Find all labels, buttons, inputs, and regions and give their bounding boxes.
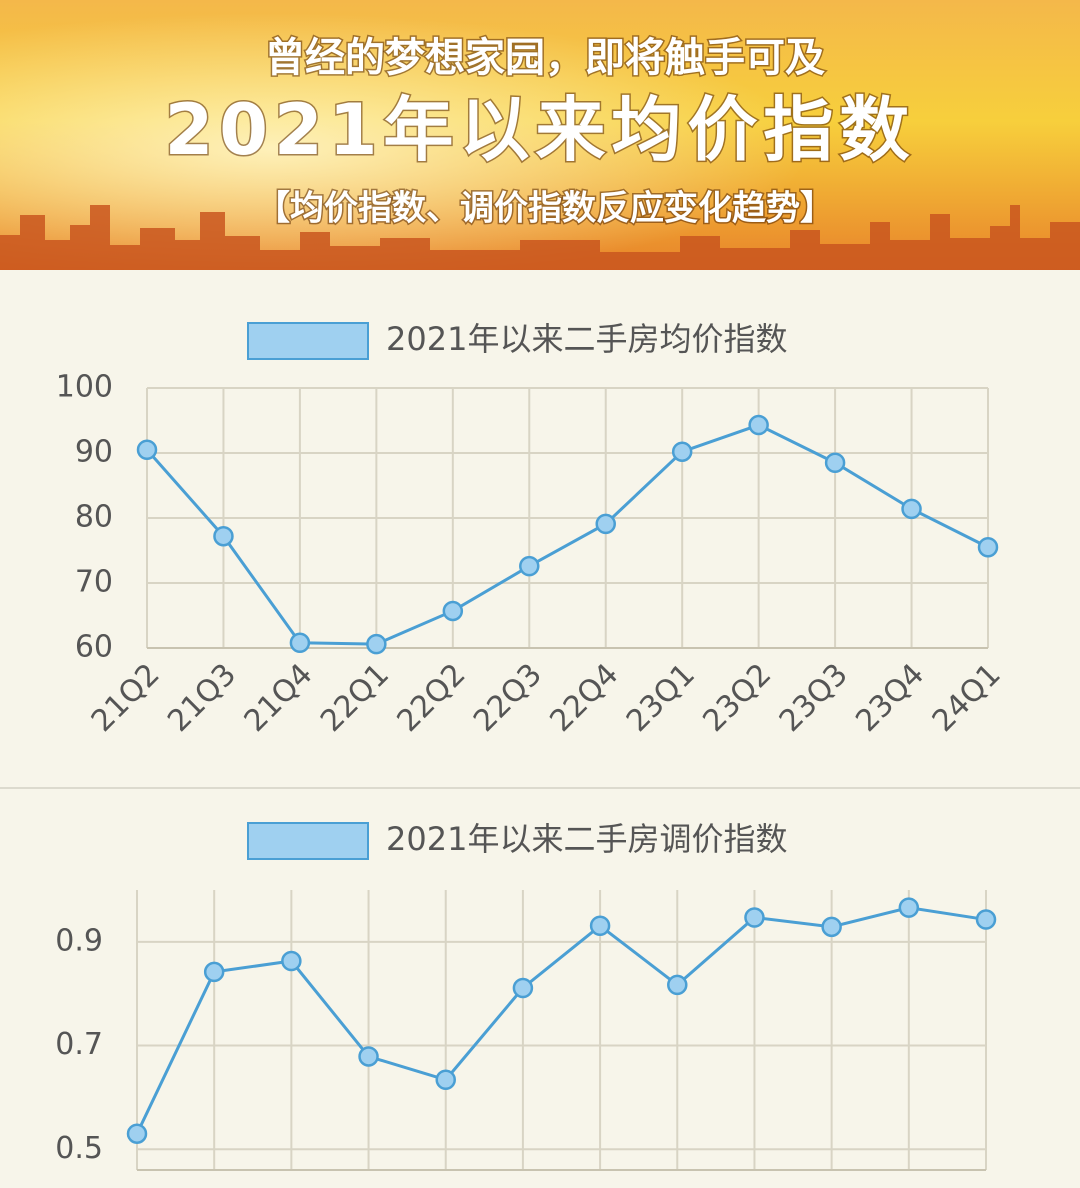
data-point (512, 977, 534, 999)
legend-label: 2021年以来二手房均价指数 (386, 320, 787, 358)
data-point (435, 1069, 456, 1091)
data-point (126, 1123, 148, 1144)
x-tick-label: 21Q2 (85, 657, 167, 739)
legend-swatch (247, 822, 369, 860)
header-title: 2021年以来均价指数 (165, 89, 916, 171)
x-tick-label: 23Q3 (773, 657, 855, 739)
x-tick-label: 22Q1 (314, 657, 396, 739)
data-point (671, 441, 693, 462)
series-line (135, 906, 987, 1135)
y-tick-label: 70 (75, 565, 113, 600)
data-point (821, 916, 842, 938)
data-point (203, 961, 225, 983)
x-tick-label: 22Q3 (467, 657, 549, 739)
skyline (0, 205, 1080, 270)
y-tick-label: 0.9 (55, 923, 103, 958)
x-tick-label: 24Q1 (926, 657, 1008, 739)
x-tick-label: 21Q3 (161, 657, 243, 739)
data-point (744, 907, 765, 928)
data-point (136, 439, 158, 460)
data-point (667, 974, 688, 996)
legend-swatch (247, 322, 369, 360)
data-point (901, 498, 922, 520)
data-point (519, 555, 540, 577)
header-subtitle: 【均价指数、调价指数反应变化趋势】 (256, 189, 834, 229)
y-tick-label: 90 (75, 435, 113, 470)
data-point (977, 537, 999, 558)
data-point (595, 513, 616, 535)
x-tick-label: 22Q2 (391, 657, 473, 739)
x-tick-label: 23Q4 (849, 657, 931, 739)
series-line (145, 423, 989, 646)
data-point (589, 915, 611, 937)
data-point (898, 897, 920, 918)
x-tick-label: 22Q4 (543, 657, 625, 739)
y-tick-label: 0.7 (55, 1027, 103, 1062)
y-tick-label: 100 (56, 370, 113, 405)
data-point (358, 1046, 379, 1067)
data-point (281, 950, 302, 972)
y-tick-label: 80 (75, 500, 113, 535)
data-point (824, 452, 846, 473)
sun-glow (0, 0, 1080, 270)
data-point (289, 632, 311, 654)
x-tick-label: 23Q2 (696, 657, 778, 739)
data-point (975, 909, 997, 930)
legend-label: 2021年以来二手房调价指数 (386, 820, 787, 858)
data-point (213, 525, 234, 547)
data-point (442, 600, 464, 622)
data-point (748, 414, 769, 436)
y-tick-label: 60 (75, 630, 113, 665)
x-tick-label: 21Q4 (238, 657, 320, 739)
header-line1: 曾经的梦想家园，即将触手可及 (265, 35, 825, 81)
data-point (366, 633, 387, 655)
header: 曾经的梦想家园，即将触手可及 2021年以来均价指数 【均价指数、调价指数反应变… (0, 0, 1080, 270)
y-tick-label: 0.5 (55, 1131, 103, 1166)
x-tick-label: 23Q1 (620, 657, 702, 739)
